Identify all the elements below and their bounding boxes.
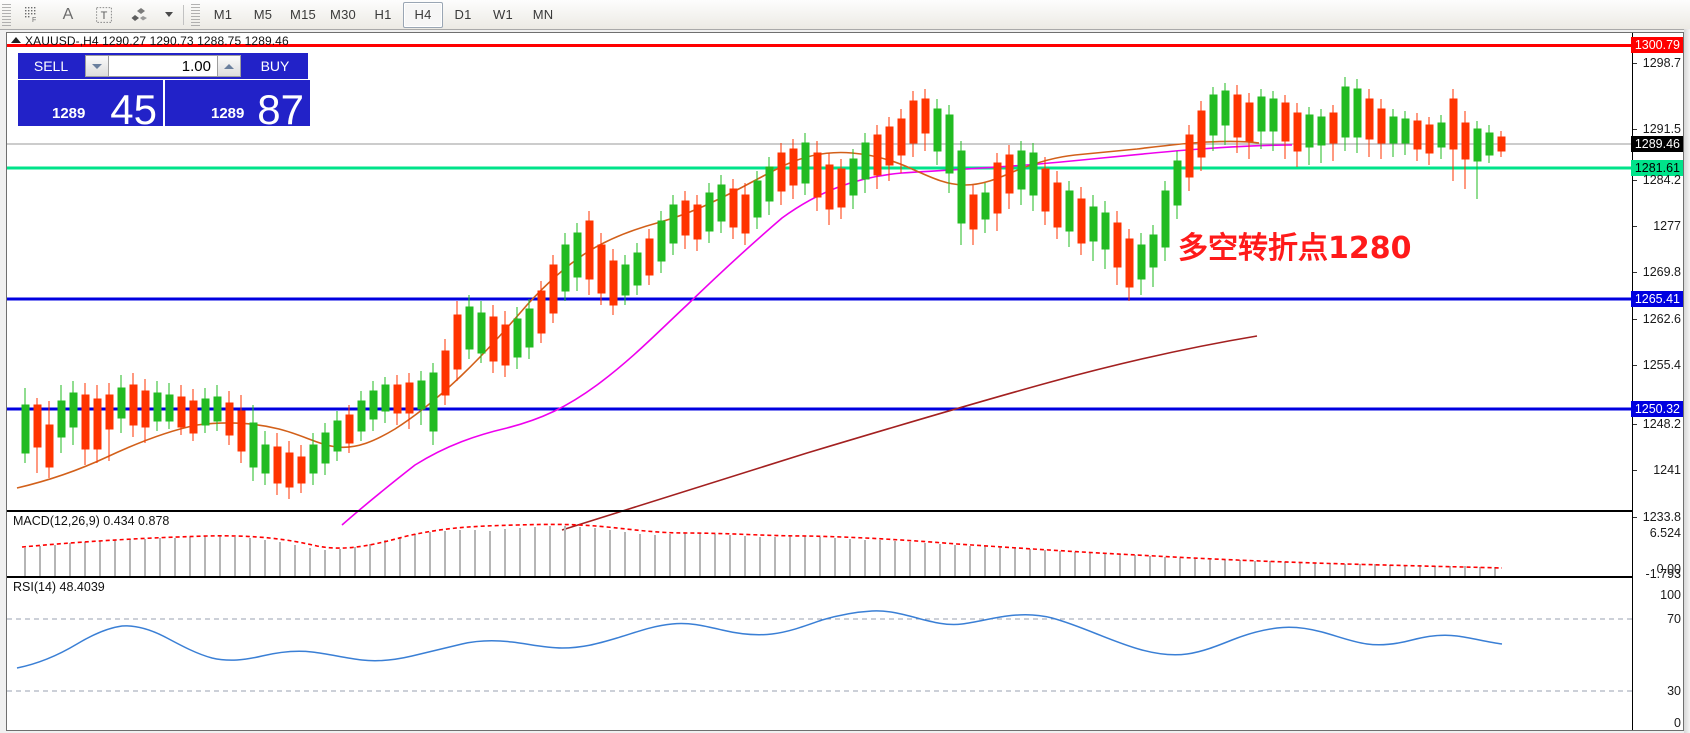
macd-scale-label: -1.793 (1645, 567, 1681, 581)
sell-price-prefix: 1289 (52, 105, 86, 122)
macd-subchart-svg (21, 523, 1503, 576)
toolbar-grip-1[interactable] (2, 3, 11, 26)
macd-scale-label: 6.524 (1649, 526, 1681, 540)
buy-price-cell[interactable]: 1289 87 (165, 80, 310, 131)
macd-scale-label: 0.00 (1656, 562, 1681, 576)
sell-price-pips: 45 (110, 86, 157, 133)
price-tick (1633, 365, 1637, 366)
macd-separator-top (7, 510, 1683, 512)
volume-decrement-button[interactable] (85, 55, 109, 77)
buy-price-pips: 87 (257, 86, 304, 133)
rsi-separator-top (7, 576, 1683, 578)
price-plot-area[interactable]: XAUUSD-,H4 1290.27 1290.73 1288.75 1289.… (7, 33, 1683, 730)
price-tick (1633, 424, 1637, 425)
price-tag-support-1250: 1250.32 (1630, 401, 1683, 417)
price-scale[interactable]: 1300.79 1289.46 1281.61 1265.41 1250.32 … (1630, 33, 1683, 730)
price-tick-label: 1298.7 (1642, 56, 1681, 70)
price-tick (1633, 470, 1637, 471)
rsi-label: RSI(14) 48.4039 (13, 580, 105, 594)
timeframe-d1[interactable]: D1 (454, 7, 472, 22)
one-click-trading-panel[interactable]: SELL 1.00 BUY 1289 45 1 (18, 53, 310, 131)
rsi-scale-label: 30 (1667, 684, 1681, 698)
volume-increment-button[interactable] (217, 55, 241, 77)
price-tag-resistance-1300: 1300.79 (1630, 37, 1683, 53)
chevron-up-icon (224, 63, 234, 69)
macd-label: MACD(12,26,9) 0.434 0.878 (13, 514, 170, 528)
price-tick (1633, 63, 1637, 64)
main-toolbar: F A T M1 M5 M15 M30 H1 H (0, 0, 1690, 30)
price-tick-label: 1241 (1653, 463, 1681, 477)
timeframe-m5[interactable]: M5 (253, 7, 273, 22)
chart-quote-header: XAUUSD-,H4 1290.27 1290.73 1288.75 1289.… (11, 34, 289, 48)
chart-collapse-triangle-icon[interactable] (11, 37, 21, 43)
trade-panel-top-row: SELL 1.00 BUY (18, 53, 310, 79)
crosshair-f-icon[interactable]: F (14, 2, 50, 28)
sell-price-cell[interactable]: 1289 45 (18, 80, 163, 131)
buy-button[interactable]: BUY (242, 53, 308, 79)
timeframe-mn[interactable]: MN (532, 7, 554, 22)
price-tick (1633, 180, 1637, 181)
timeframe-m15[interactable]: M15 (290, 7, 316, 22)
toolbar-grip-2[interactable] (191, 3, 200, 26)
timeframe-m1[interactable]: M1 (213, 7, 233, 22)
chart-annotation-text: 多空转折点1280 (1178, 231, 1412, 266)
window-right-edge-strip (1684, 29, 1690, 733)
chevron-down-icon (92, 63, 102, 69)
chart-window[interactable]: XAUUSD-,H4 1290.27 1290.73 1288.75 1289.… (6, 32, 1684, 731)
timeframe-m30[interactable]: M30 (330, 7, 356, 22)
price-tick-label: 1233.8 (1642, 510, 1681, 524)
toolbar-divider (183, 4, 184, 25)
sell-button[interactable]: SELL (18, 53, 84, 79)
price-tick (1633, 129, 1637, 130)
price-tick-label: 1291.5 (1642, 122, 1681, 136)
price-tag-support-1265: 1265.41 (1630, 291, 1683, 307)
rsi-scale-label: 100 (1660, 588, 1681, 602)
trade-panel-price-row: 1289 45 1289 87 (18, 80, 310, 131)
price-tick-label: 1262.6 (1642, 312, 1681, 326)
quote-header-text: XAUUSD-,H4 1290.27 1290.73 1288.75 1289.… (25, 34, 289, 48)
price-tag-support-1281: 1281.61 (1630, 160, 1683, 176)
timeframe-w1[interactable]: W1 (493, 7, 513, 22)
rsi-scale-label: 0 (1674, 716, 1681, 730)
price-tick-label: 1284.2 (1642, 173, 1681, 187)
volume-control: 1.00 (84, 53, 242, 79)
price-tick-label: 1248.2 (1642, 417, 1681, 431)
price-tick-label: 1255.4 (1642, 358, 1681, 372)
svg-text:F: F (32, 17, 36, 23)
price-tick-label: 1269.8 (1642, 265, 1681, 279)
text-label-icon[interactable]: A (62, 5, 74, 23)
price-candlestick-svg (7, 44, 1632, 531)
rsi-scale-label: 70 (1667, 612, 1681, 626)
objects-dropdown-arrow[interactable] (158, 2, 178, 28)
price-tick (1633, 272, 1637, 273)
buy-price-prefix: 1289 (211, 105, 245, 122)
text-box-icon[interactable]: T (86, 2, 122, 28)
timeframe-h4[interactable]: H4 (403, 1, 443, 28)
price-tick (1633, 226, 1637, 227)
volume-input[interactable]: 1.00 (109, 55, 217, 77)
timeframe-h1[interactable]: H1 (374, 7, 392, 22)
price-tick (1633, 517, 1637, 518)
price-tick-label: 1277 (1653, 219, 1681, 233)
price-tag-last-price: 1289.46 (1630, 136, 1683, 152)
chevron-down-icon (165, 12, 173, 17)
objects-icon[interactable] (122, 2, 158, 28)
price-tick (1633, 319, 1637, 320)
svg-text:T: T (101, 10, 108, 22)
rsi-subchart-svg (7, 610, 1632, 692)
time-axis: 6 Dec 2018 10 Dec 16:00 12 Dec 16:00 14 … (7, 730, 1683, 731)
